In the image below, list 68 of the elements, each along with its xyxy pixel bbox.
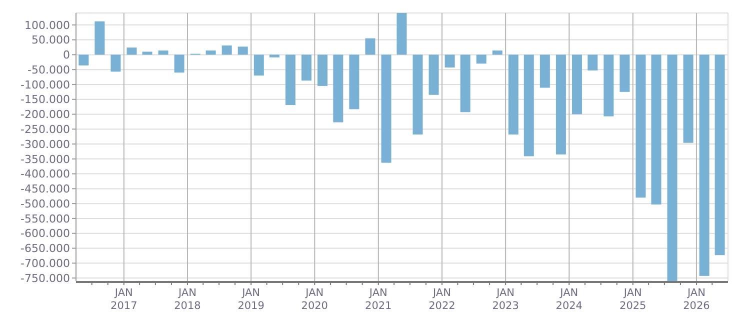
bar xyxy=(588,54,598,70)
y-tick-label: -150.000 xyxy=(20,93,70,106)
y-tick-label: -450.000 xyxy=(20,182,70,196)
x-tick-label: JAN 2019 xyxy=(238,287,264,312)
bar xyxy=(381,54,392,163)
y-tick-label: -200.000 xyxy=(20,108,70,122)
y-tick-label: -400.000 xyxy=(20,168,70,181)
bar xyxy=(174,54,184,73)
bar xyxy=(556,54,566,154)
bar xyxy=(158,50,168,55)
bar xyxy=(476,54,486,64)
bar xyxy=(492,50,502,55)
y-tick-label: 100.000 xyxy=(24,18,70,32)
y-tick-label: -500.000 xyxy=(20,197,70,210)
bar xyxy=(428,54,439,95)
y-tick-label: -350.000 xyxy=(20,152,70,166)
bar xyxy=(540,54,550,88)
bar xyxy=(412,54,423,134)
x-tick-label: JAN 2018 xyxy=(174,287,201,312)
bar xyxy=(333,54,344,122)
x-tick-label: JAN 2024 xyxy=(556,287,583,312)
bar xyxy=(636,54,646,198)
y-tick-label: -550.000 xyxy=(20,212,70,226)
bar xyxy=(78,54,89,66)
bar xyxy=(604,54,614,116)
bar xyxy=(317,54,328,86)
x-tick-label: JAN 2022 xyxy=(428,287,456,312)
y-tick-label: -750.000 xyxy=(20,272,70,285)
y-tick-label: -700.000 xyxy=(20,256,70,270)
bar xyxy=(572,54,582,114)
bar xyxy=(254,54,264,76)
bar xyxy=(365,38,376,55)
x-tick-label: JAN 2026 xyxy=(683,287,710,312)
bar xyxy=(94,21,105,55)
bar xyxy=(444,54,455,68)
bar xyxy=(396,13,407,55)
bar xyxy=(222,45,232,55)
bar xyxy=(285,54,296,106)
y-tick-label: -250.000 xyxy=(20,122,70,136)
y-tick-label: -100.000 xyxy=(20,78,70,92)
bar xyxy=(142,52,152,55)
bar xyxy=(651,54,662,204)
y-tick-label: -300.000 xyxy=(20,138,70,151)
bar xyxy=(460,54,470,112)
bar xyxy=(683,54,694,143)
x-tick-label: JAN 2017 xyxy=(110,287,138,312)
bar xyxy=(126,48,137,55)
bar xyxy=(524,54,534,156)
x-tick-label: JAN 2023 xyxy=(492,287,519,312)
bar xyxy=(667,54,678,281)
y-tick-label: 0 xyxy=(63,48,70,62)
bar xyxy=(349,54,360,110)
x-tick-label: JAN 2025 xyxy=(620,287,646,312)
y-tick-label: -600.000 xyxy=(20,227,70,240)
bar xyxy=(714,54,725,256)
bar xyxy=(620,54,630,92)
bar xyxy=(110,54,121,72)
x-tick-label: JAN 2021 xyxy=(365,287,392,312)
y-tick-label: -50.000 xyxy=(28,63,70,76)
bar xyxy=(238,46,248,55)
y-tick-label: -650.000 xyxy=(20,242,70,256)
bar xyxy=(301,54,312,81)
bar xyxy=(269,54,280,58)
x-tick-label: JAN 2020 xyxy=(301,287,328,312)
bar xyxy=(206,50,216,55)
y-tick-label: 50.000 xyxy=(32,34,70,47)
bar xyxy=(699,54,710,276)
bar xyxy=(508,54,518,134)
